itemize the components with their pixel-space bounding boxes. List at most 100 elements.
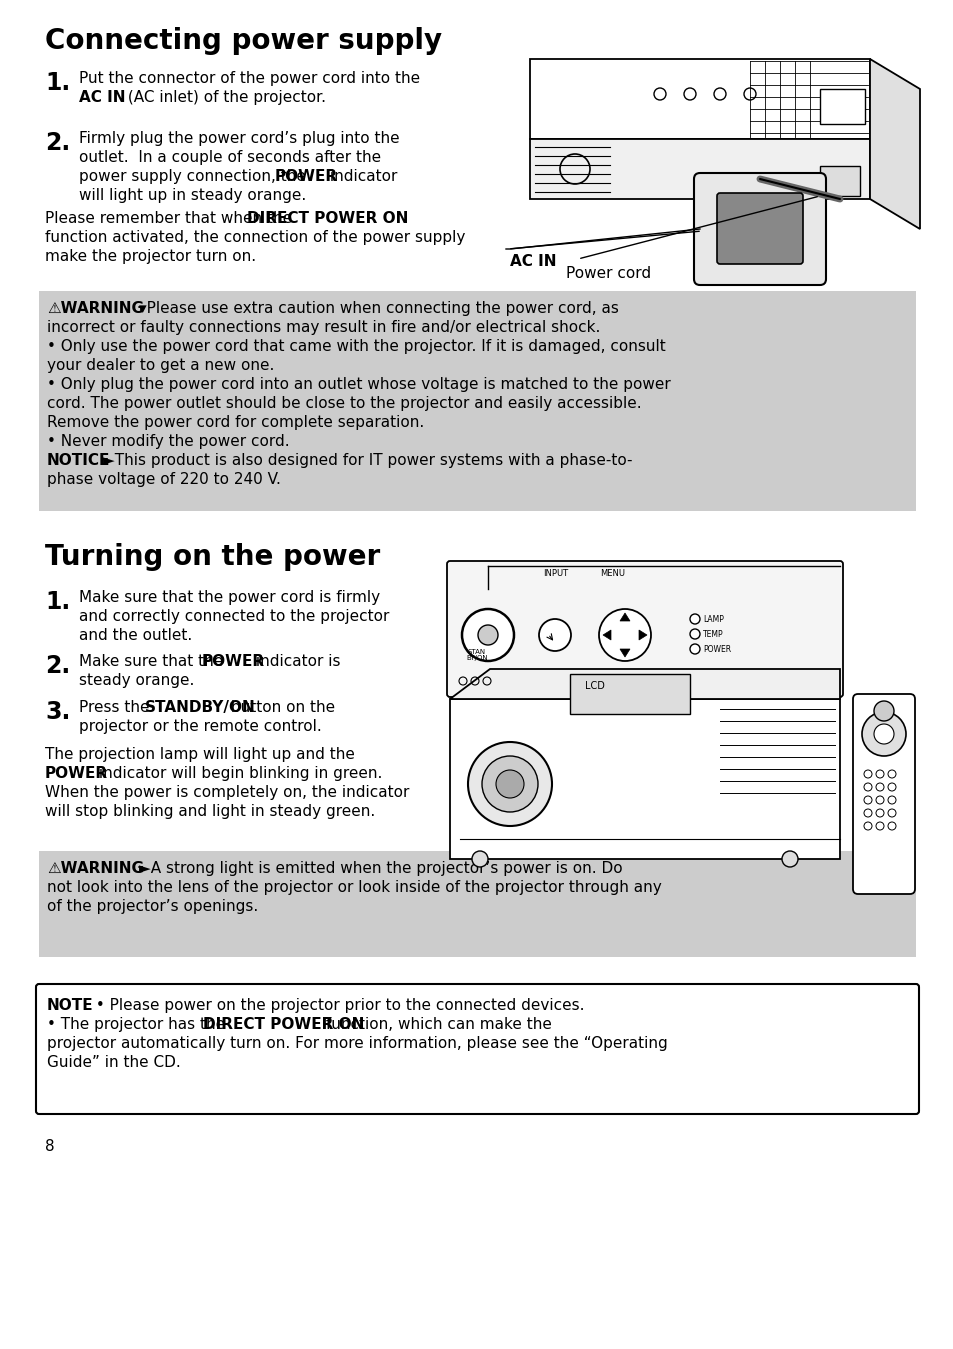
Text: POWER: POWER <box>702 645 730 654</box>
Text: POWER: POWER <box>45 766 108 781</box>
Polygon shape <box>530 59 869 139</box>
Text: Please remember that when the: Please remember that when the <box>45 210 296 227</box>
Text: Make sure that the: Make sure that the <box>79 654 228 669</box>
Polygon shape <box>869 59 919 229</box>
Text: Turning on the power: Turning on the power <box>45 544 380 571</box>
Text: TEMP: TEMP <box>702 630 723 639</box>
Text: 8: 8 <box>45 1139 54 1153</box>
Text: make the projector turn on.: make the projector turn on. <box>45 250 255 264</box>
Circle shape <box>477 625 497 645</box>
Text: AC IN: AC IN <box>79 90 126 105</box>
Text: Remove the power cord for complete separation.: Remove the power cord for complete separ… <box>47 415 424 430</box>
Polygon shape <box>619 612 629 621</box>
Text: The projection lamp will light up and the: The projection lamp will light up and th… <box>45 747 355 762</box>
Text: • Never modify the power cord.: • Never modify the power cord. <box>47 434 290 449</box>
Text: ⚠WARNING: ⚠WARNING <box>47 301 144 316</box>
Text: (AC inlet) of the projector.: (AC inlet) of the projector. <box>123 90 326 105</box>
Text: STANDBY/ON: STANDBY/ON <box>559 569 670 584</box>
Text: function, which can make the: function, which can make the <box>320 1017 551 1032</box>
Polygon shape <box>450 669 840 699</box>
Text: not look into the lens of the projector or look inside of the projector through : not look into the lens of the projector … <box>47 880 661 894</box>
Text: button: button <box>647 569 702 584</box>
Text: indicator: indicator <box>608 587 680 602</box>
Text: ►This product is also designed for IT power systems with a phase-to-: ►This product is also designed for IT po… <box>103 453 632 468</box>
Text: DIRECT POWER ON: DIRECT POWER ON <box>247 210 408 227</box>
Text: outlet.  In a couple of seconds after the: outlet. In a couple of seconds after the <box>79 150 381 165</box>
FancyBboxPatch shape <box>36 983 918 1114</box>
Text: ▾Please use extra caution when connecting the power cord, as: ▾Please use extra caution when connectin… <box>139 301 618 316</box>
Text: INPUT: INPUT <box>542 569 568 577</box>
Text: indicator: indicator <box>325 169 397 183</box>
Circle shape <box>689 614 700 625</box>
Circle shape <box>781 851 797 867</box>
Text: POWER: POWER <box>202 654 265 669</box>
Text: Firmly plug the power cord’s plug into the: Firmly plug the power cord’s plug into t… <box>79 131 399 146</box>
Polygon shape <box>602 630 610 639</box>
Text: Power cord: Power cord <box>565 266 651 281</box>
Text: • Please power on the projector prior to the connected devices.: • Please power on the projector prior to… <box>91 998 584 1013</box>
Polygon shape <box>619 649 629 657</box>
Circle shape <box>538 619 571 652</box>
Circle shape <box>468 742 552 826</box>
FancyBboxPatch shape <box>820 89 864 124</box>
Text: AC IN: AC IN <box>510 254 556 268</box>
Text: • The projector has the: • The projector has the <box>47 1017 230 1032</box>
Circle shape <box>598 608 650 661</box>
Text: MENU: MENU <box>599 569 624 577</box>
Text: and the outlet.: and the outlet. <box>79 629 193 643</box>
Text: ►A strong light is emitted when the projector’s power is on. Do: ►A strong light is emitted when the proj… <box>139 861 622 876</box>
Text: will light up in steady orange.: will light up in steady orange. <box>79 188 306 202</box>
FancyBboxPatch shape <box>820 166 859 196</box>
Polygon shape <box>530 139 869 200</box>
Text: projector or the remote control.: projector or the remote control. <box>79 719 321 734</box>
Text: Guide” in the CD.: Guide” in the CD. <box>47 1055 180 1070</box>
Text: ⚠WARNING: ⚠WARNING <box>47 861 144 876</box>
Text: 2.: 2. <box>45 654 71 679</box>
Text: 2.: 2. <box>45 131 71 155</box>
Text: 3.: 3. <box>45 700 71 724</box>
Circle shape <box>873 701 893 720</box>
Text: phase voltage of 220 to 240 V.: phase voltage of 220 to 240 V. <box>47 472 280 487</box>
Text: 1.: 1. <box>45 71 71 94</box>
Text: DIRECT POWER ON: DIRECT POWER ON <box>203 1017 364 1032</box>
Text: When the power is completely on, the indicator: When the power is completely on, the ind… <box>45 785 409 800</box>
Text: indicator will begin blinking in green.: indicator will begin blinking in green. <box>94 766 382 781</box>
Text: NOTICE: NOTICE <box>47 453 111 468</box>
Circle shape <box>461 608 514 661</box>
Text: POWER: POWER <box>274 169 337 183</box>
Circle shape <box>496 770 523 799</box>
Text: LCD: LCD <box>584 681 604 691</box>
FancyBboxPatch shape <box>569 674 689 714</box>
Polygon shape <box>639 630 646 639</box>
Text: POWER: POWER <box>559 587 622 602</box>
Polygon shape <box>450 699 840 859</box>
FancyBboxPatch shape <box>693 173 825 285</box>
Text: projector automatically turn on. For more information, please see the “Operating: projector automatically turn on. For mor… <box>47 1036 667 1051</box>
Text: Put the connector of the power cord into the: Put the connector of the power cord into… <box>79 71 419 86</box>
Text: 1.: 1. <box>45 590 71 614</box>
Text: BY/ON: BY/ON <box>465 656 487 661</box>
Text: indicator is: indicator is <box>251 654 340 669</box>
Text: STANDBY/ON: STANDBY/ON <box>145 700 255 715</box>
Text: will stop blinking and light in steady green.: will stop blinking and light in steady g… <box>45 804 375 819</box>
Text: cord. The power outlet should be close to the projector and easily accessible.: cord. The power outlet should be close t… <box>47 397 641 411</box>
Text: • Only plug the power cord into an outlet whose voltage is matched to the power: • Only plug the power cord into an outle… <box>47 376 670 393</box>
Text: function activated, the connection of the power supply: function activated, the connection of th… <box>45 229 465 246</box>
Circle shape <box>862 712 905 755</box>
Circle shape <box>481 755 537 812</box>
Circle shape <box>689 643 700 654</box>
Text: and correctly connected to the projector: and correctly connected to the projector <box>79 608 389 625</box>
Text: steady orange.: steady orange. <box>79 673 194 688</box>
Text: power supply connection, the: power supply connection, the <box>79 169 311 183</box>
Text: Connecting power supply: Connecting power supply <box>45 27 441 55</box>
Text: button on the: button on the <box>226 700 335 715</box>
FancyBboxPatch shape <box>39 851 915 956</box>
Text: incorrect or faulty connections may result in fire and/or electrical shock.: incorrect or faulty connections may resu… <box>47 320 599 335</box>
Text: Make sure that the power cord is firmly: Make sure that the power cord is firmly <box>79 590 379 604</box>
Circle shape <box>472 851 488 867</box>
Text: your dealer to get a new one.: your dealer to get a new one. <box>47 357 274 374</box>
Text: • Only use the power cord that came with the projector. If it is damaged, consul: • Only use the power cord that came with… <box>47 339 665 353</box>
Text: NOTE: NOTE <box>47 998 93 1013</box>
Circle shape <box>689 629 700 639</box>
FancyBboxPatch shape <box>447 561 842 697</box>
